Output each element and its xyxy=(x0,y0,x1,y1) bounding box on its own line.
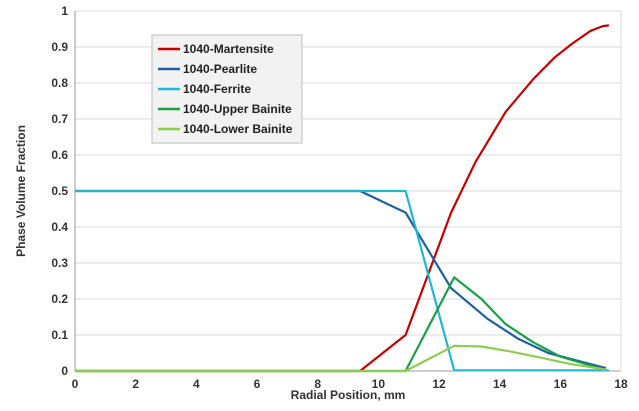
y-axis-title: Phase Volume Fraction xyxy=(14,125,28,257)
x-tick-label: 16 xyxy=(554,377,568,391)
legend-label: 1040-Pearlite xyxy=(183,62,257,76)
x-tick-label: 0 xyxy=(72,377,79,391)
legend-label: 1040-Lower Bainite xyxy=(183,122,293,136)
legend-label: 1040-Ferrite xyxy=(183,82,251,96)
y-tick-label: 0.1 xyxy=(51,328,68,342)
series-line-1040-pearlite xyxy=(75,189,607,370)
x-tick-label: 10 xyxy=(372,377,386,391)
series-line-1040-upper-bainite xyxy=(75,276,607,373)
y-tick-label: 0.4 xyxy=(51,220,68,234)
x-tick-label: 6 xyxy=(254,377,261,391)
x-tick-label: 18 xyxy=(614,377,628,391)
y-tick-label: 0.3 xyxy=(51,256,68,270)
y-tick-label: 0.5 xyxy=(51,184,68,198)
x-tick-label: 12 xyxy=(432,377,446,391)
x-axis-title: Radial Position, mm xyxy=(291,388,406,402)
series-line-1040-martensite xyxy=(75,24,610,373)
series-line-1040-lower-bainite xyxy=(75,344,606,373)
y-tick-label: 0.6 xyxy=(51,148,68,162)
y-tick-label: 0.8 xyxy=(51,76,68,90)
x-tick-label: 4 xyxy=(193,377,200,391)
x-tick-label: 14 xyxy=(493,377,507,391)
x-tick-label: 8 xyxy=(314,377,321,391)
x-tick-label: 2 xyxy=(132,377,139,391)
y-tick-label: 1 xyxy=(61,4,68,18)
legend-label: 1040-Upper Bainite xyxy=(183,102,292,116)
series-lines xyxy=(75,24,610,373)
tick-labels: 00.10.20.30.40.50.60.70.80.910 2 4 6 8 10 12 14… xyxy=(51,4,628,391)
y-tick-label: 0.9 xyxy=(51,40,68,54)
legend-label: 1040-Martensite xyxy=(183,42,274,56)
y-tick-label: 0 xyxy=(61,364,68,378)
series-line-1040-ferrite xyxy=(75,189,609,372)
legend: 1040-Martensite 1040-Pearlite 1040-Ferrite… xyxy=(151,34,303,144)
y-tick-label: 0.2 xyxy=(51,292,68,306)
y-tick-label: 0.7 xyxy=(51,112,68,126)
